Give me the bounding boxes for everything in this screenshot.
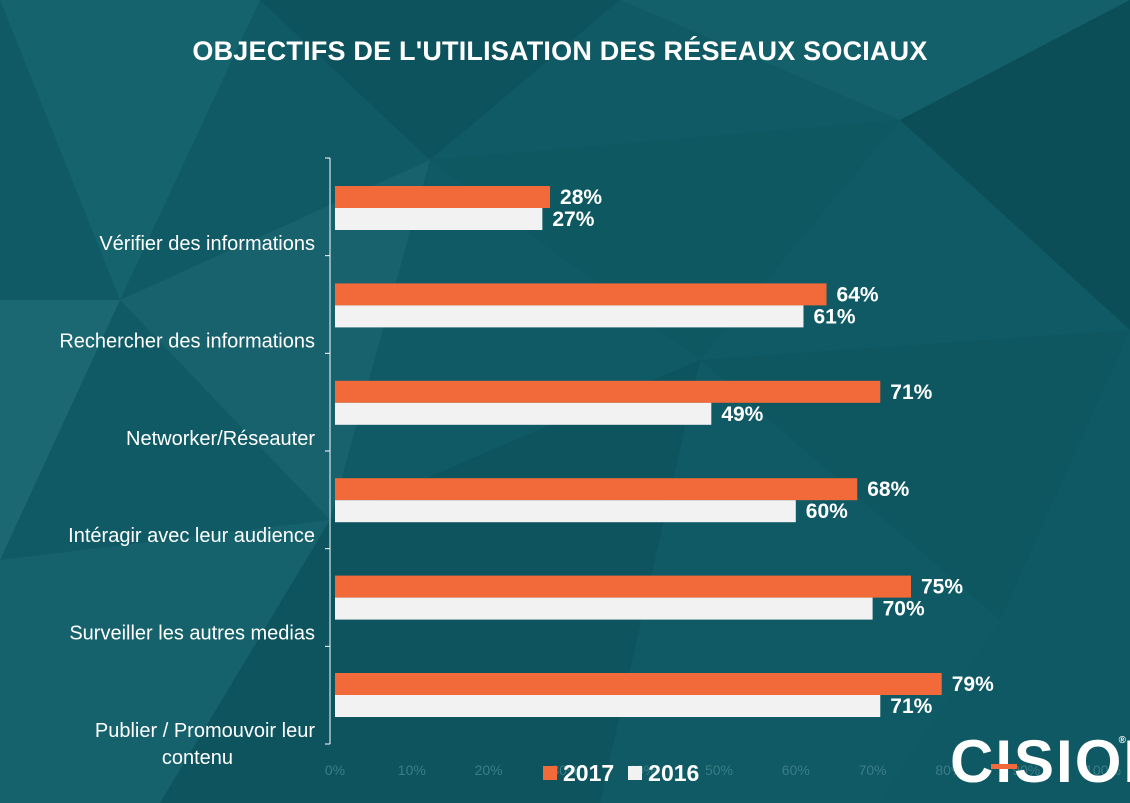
bar-2016 bbox=[335, 305, 804, 328]
category-label: Intéragir avec leur audience bbox=[68, 525, 315, 547]
data-label-2016: 70% bbox=[883, 598, 925, 621]
bar-2017 bbox=[335, 478, 858, 501]
category-label: Vérifier des informations bbox=[99, 233, 315, 255]
data-label-2017: 64% bbox=[837, 283, 879, 306]
category-label-line: Surveiller les autres medias bbox=[69, 623, 315, 645]
x-tick-label: 0% bbox=[325, 762, 345, 778]
data-label-2016: 49% bbox=[721, 403, 763, 426]
category-label-line: Rechercher des informations bbox=[59, 330, 315, 352]
data-label-2016: 71% bbox=[890, 695, 932, 718]
category-label-line: Networker/Réseauter bbox=[126, 428, 315, 450]
chart-title: OBJECTIFS DE L'UTILISATION DES RÉSEAUX S… bbox=[192, 36, 928, 66]
bar-2016 bbox=[335, 208, 543, 230]
legend-label-2017: 2017 bbox=[563, 759, 615, 786]
x-tick-label: 20% bbox=[475, 762, 503, 778]
bar-2016 bbox=[335, 500, 796, 523]
x-tick-label: 50% bbox=[705, 762, 733, 778]
x-tick-label: 10% bbox=[398, 762, 426, 778]
bar-2016 bbox=[335, 695, 881, 717]
bar-2016 bbox=[335, 597, 873, 620]
data-label-2017: 75% bbox=[921, 576, 963, 599]
category-label: Surveiller les autres medias bbox=[69, 623, 315, 645]
x-tick-label: 80% bbox=[935, 762, 963, 778]
bar-2017 bbox=[335, 380, 881, 403]
category-label-line: contenu bbox=[162, 747, 233, 769]
legend-label-2016: 2016 bbox=[648, 759, 700, 786]
legend-item-2017: 2017 bbox=[543, 760, 614, 787]
data-label-2017: 68% bbox=[867, 478, 909, 501]
x-tick-label: 30% bbox=[551, 762, 579, 778]
logo-registered-mark: ® bbox=[1118, 735, 1126, 746]
cision-logo: CISION ® bbox=[950, 730, 1130, 794]
legend-item-2016: 2016 bbox=[628, 760, 699, 787]
category-label-line: Publier / Promouvoir leur bbox=[95, 720, 315, 742]
category-label: Networker/Réseauter bbox=[126, 428, 315, 450]
x-tick-label: 70% bbox=[859, 762, 887, 778]
bar-2017 bbox=[335, 283, 827, 306]
category-label: Publier / Promouvoir leur contenu bbox=[95, 720, 315, 769]
x-tick-label: 60% bbox=[782, 762, 810, 778]
chart-legend: 2017 2016 bbox=[543, 758, 713, 788]
data-label-2017: 28% bbox=[560, 186, 602, 209]
data-label-2016: 27% bbox=[552, 208, 594, 231]
data-label-2017: 71% bbox=[890, 381, 932, 404]
logo-text: CISION bbox=[950, 728, 1130, 795]
logo-accent-bar bbox=[991, 764, 1017, 769]
data-label-2016: 61% bbox=[813, 305, 855, 328]
bar-2017 bbox=[335, 673, 942, 695]
legend-swatch-2016 bbox=[628, 766, 643, 780]
category-label-line: Vérifier des informations bbox=[99, 233, 315, 255]
x-tick-label: 100% bbox=[1085, 762, 1121, 778]
category-label: Rechercher des informations bbox=[59, 330, 315, 352]
bar-2016 bbox=[335, 402, 712, 425]
bar-2017 bbox=[335, 575, 911, 598]
x-tick-label: 90% bbox=[1012, 762, 1040, 778]
bar-2017 bbox=[335, 186, 551, 208]
data-label-2017: 79% bbox=[952, 673, 994, 696]
legend-swatch-2017 bbox=[543, 766, 557, 780]
category-label-line: Intéragir avec leur audience bbox=[68, 525, 315, 547]
data-label-2016: 60% bbox=[806, 500, 848, 523]
